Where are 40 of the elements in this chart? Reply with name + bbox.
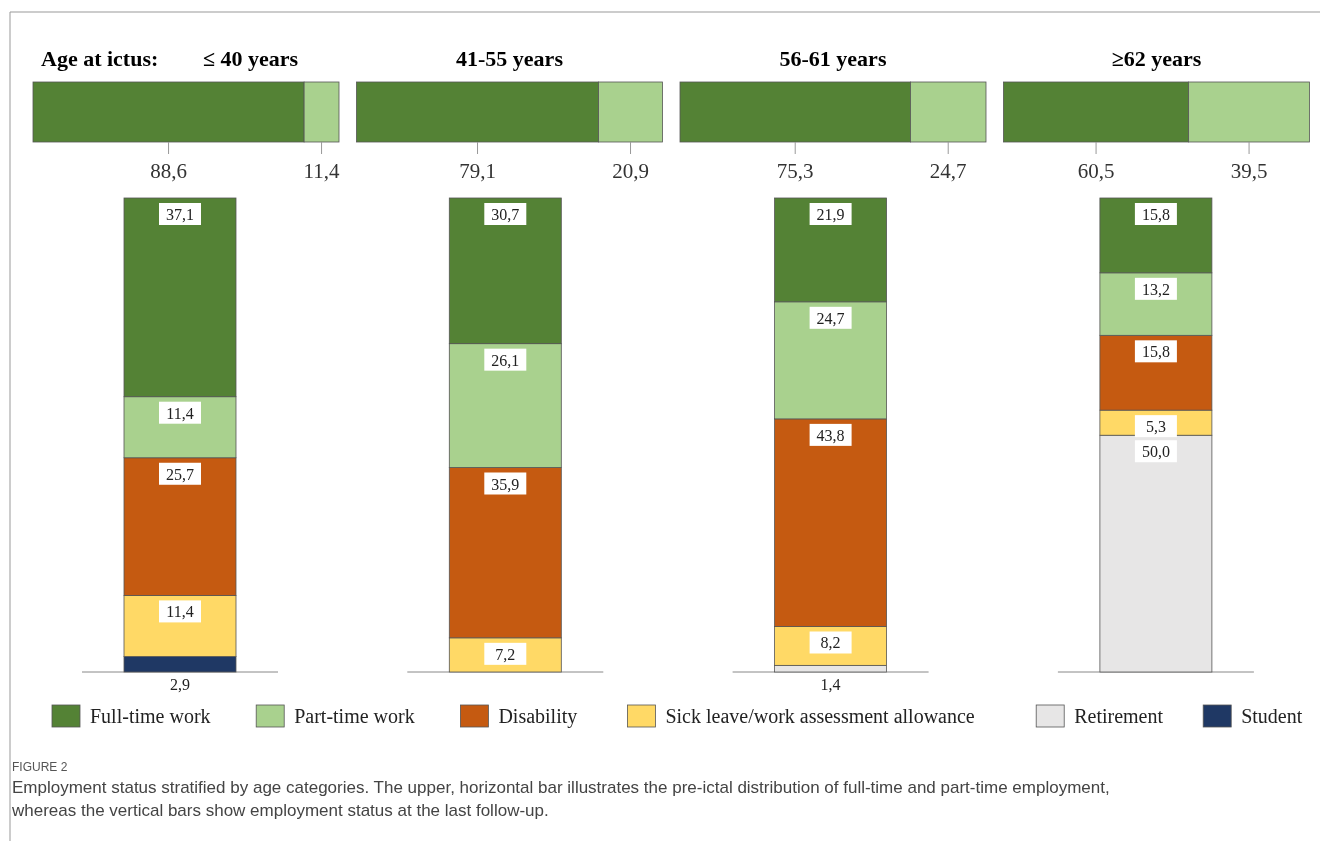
legend-label: Full-time work bbox=[90, 705, 211, 727]
data-label: 79,1 bbox=[459, 159, 496, 183]
data-label: 25,7 bbox=[166, 465, 194, 483]
data-label: 8,2 bbox=[820, 634, 841, 652]
data-label: 1,4 bbox=[820, 676, 841, 693]
data-label: 37,1 bbox=[166, 206, 194, 223]
data-label: 13,2 bbox=[1141, 280, 1170, 298]
data-label: 11,4 bbox=[166, 404, 194, 422]
legend-label: Sick leave/work assessment allowance bbox=[665, 705, 975, 727]
data-label: 75,3 bbox=[776, 159, 814, 183]
legend-label: Disability bbox=[498, 705, 578, 728]
data-label: 43,8 bbox=[816, 426, 845, 444]
data-label: 15,8 bbox=[1141, 343, 1170, 361]
legend-label: Student bbox=[1241, 705, 1303, 727]
data-label: 15,8 bbox=[1141, 206, 1170, 223]
chart-title: 41-55 years bbox=[456, 46, 564, 71]
text: Age at ictus: bbox=[41, 46, 159, 71]
data-label: 50,0 bbox=[1141, 443, 1170, 461]
data-label: 11,4 bbox=[166, 603, 194, 621]
data-label: 21,9 bbox=[816, 206, 845, 223]
caption: FIGURE 2 bbox=[12, 760, 68, 774]
data-label: 39,5 bbox=[1230, 159, 1268, 183]
data-label: 24,7 bbox=[816, 309, 845, 327]
data-label: 24,7 bbox=[929, 159, 967, 183]
data-label: 60,5 bbox=[1077, 159, 1115, 183]
data-label: 26,1 bbox=[491, 351, 520, 369]
data-label: 20,9 bbox=[612, 159, 649, 183]
legend-label: Part-time work bbox=[294, 705, 415, 727]
data-label: 30,7 bbox=[491, 206, 520, 223]
series-label: Retirement bbox=[1074, 705, 1164, 727]
data-label: 7,2 bbox=[495, 645, 516, 663]
chart-title: 56-61 years bbox=[779, 46, 887, 71]
text: Employment status stratified by age categories. The upper, horizontal bar illustrates the pre-ictal distribution of full-time and part-time employment, whereas the vertical bars show employment status at the last follow-up. bbox=[11, 778, 1110, 820]
chart-title: ≥62 years bbox=[1111, 46, 1202, 71]
data-label: 11,4 bbox=[303, 159, 341, 183]
data-label: 2,9 bbox=[170, 676, 190, 693]
chart-title: ≤ 40 years bbox=[203, 46, 299, 71]
data-label: 5,3 bbox=[1145, 418, 1166, 436]
data-label: 88,6 bbox=[150, 159, 187, 183]
data-label: 35,9 bbox=[491, 475, 520, 493]
